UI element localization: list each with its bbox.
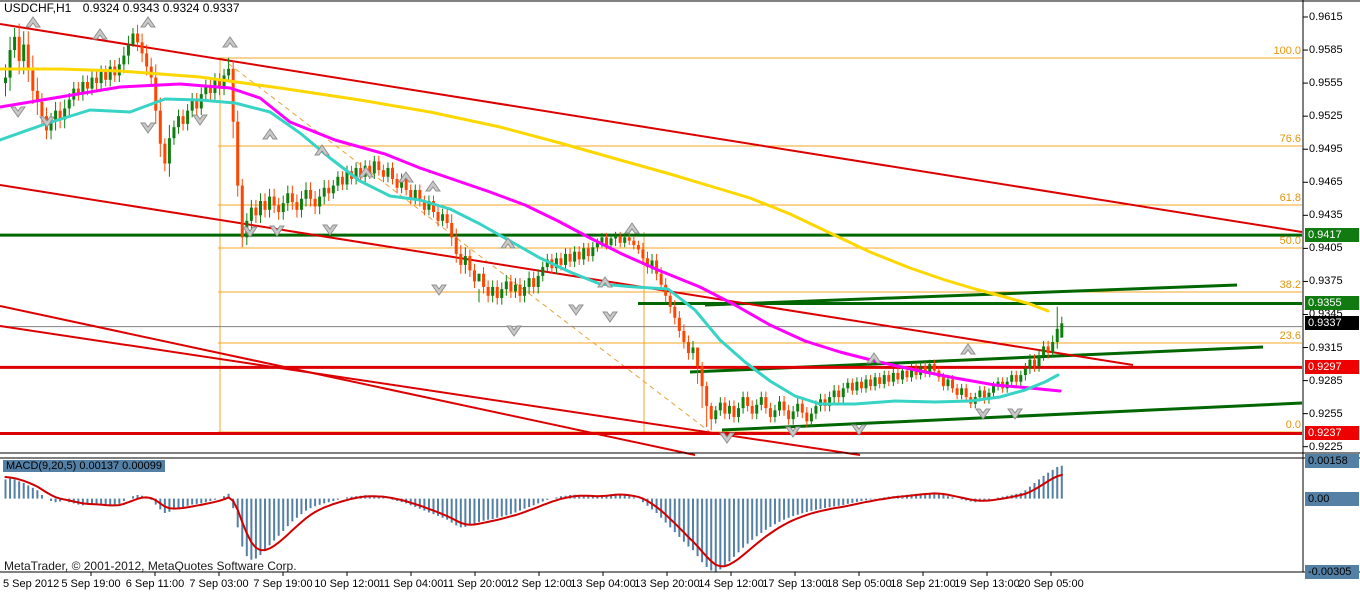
fib-label-61.8: 61.8 <box>1279 192 1301 204</box>
fractal-up-arrow <box>398 171 414 183</box>
price-axis-label: 0.9525 <box>1309 110 1343 123</box>
fractal-up-arrow <box>140 16 156 28</box>
time-axis-label: 18 Sep 05:00 <box>826 578 892 590</box>
price-axis-label: 0.9615 <box>1309 11 1343 23</box>
time-axis-label: 18 Sep 21:00 <box>890 578 956 590</box>
fractal-up-arrow <box>222 36 238 48</box>
fractal-down-arrow <box>1007 408 1023 420</box>
macd-badge-0.00158: 0.00158 <box>1305 453 1359 468</box>
time-axis-label: 14 Sep 12:00 <box>698 578 764 590</box>
fractal-up-arrow <box>500 237 516 249</box>
fractal-up-arrow <box>92 28 108 40</box>
price-axis-label: 0.9375 <box>1309 275 1343 288</box>
time-axis-label: 11 Sep 04:00 <box>378 578 444 590</box>
time-axis-label: 12 Sep 12:00 <box>506 578 572 590</box>
fib-label-50.0: 50.0 <box>1279 235 1301 247</box>
green-line-rising-lower <box>721 401 1303 432</box>
time-axis-label: 10 Sep 12:00 <box>314 578 380 590</box>
price-axis-label: 0.9435 <box>1309 209 1343 222</box>
fractal-down-arrow <box>568 304 584 316</box>
fib-label-0.0: 0.0 <box>1285 419 1301 431</box>
price-axis-label: 0.9555 <box>1309 77 1343 90</box>
red-trendline-upper-channel <box>0 23 1303 233</box>
fractal-down-arrow <box>719 432 735 444</box>
fib-label-38.2: 38.2 <box>1279 279 1301 291</box>
price-badge-0.9417: 0.9417 <box>1305 228 1359 243</box>
fractal-down-arrow <box>431 284 447 296</box>
red-trendline-mid-descending <box>0 184 1134 366</box>
fib-label-100.0: 100.0 <box>1273 45 1301 57</box>
fractal-down-arrow <box>192 114 208 126</box>
price-badge-0.9337: 0.9337 <box>1305 316 1359 331</box>
ohlc-values: 0.9324 0.9343 0.9324 0.9337 <box>82 1 240 15</box>
time-axis-label: 19 Sep 13:00 <box>954 578 1020 590</box>
indicator-label: MACD(9,20,5) 0.00137 0.00099 <box>3 460 165 472</box>
macd-badge--0.00305: -0.00305 <box>1305 564 1359 579</box>
fractal-down-arrow <box>322 224 338 236</box>
fractal-up-arrow <box>425 180 441 192</box>
price-axis-label: 0.9315 <box>1309 341 1343 354</box>
fractal-down-arrow <box>975 408 991 420</box>
time-axis-label: 5 Sep 2012 <box>3 578 60 590</box>
green-line-rising-short <box>704 283 1238 307</box>
price-badge-0.9355: 0.9355 <box>1305 296 1359 311</box>
fractal-up-arrow <box>597 276 613 288</box>
time-axis-label: 11 Sep 20:00 <box>442 578 508 590</box>
price-axis-label: 0.9585 <box>1309 44 1343 57</box>
copyright-text: MetaTrader, © 2001-2012, MetaQuotes Soft… <box>4 559 297 573</box>
time-axis-label: 5 Sep 19:00 <box>61 578 121 590</box>
fib-label-76.6: 76.6 <box>1279 133 1301 145</box>
time-axis-label: 17 Sep 13:00 <box>762 578 828 590</box>
time-axis-label: 13 Sep 04:00 <box>570 578 636 590</box>
fractal-up-arrow <box>25 16 41 28</box>
macd-badge-0.00: 0.00 <box>1305 491 1359 506</box>
fractal-down-arrow <box>140 122 156 134</box>
price-axis-label: 0.9225 <box>1309 440 1343 453</box>
price-badge-0.9237: 0.9237 <box>1305 426 1359 441</box>
fractal-up-arrow <box>960 343 976 355</box>
symbol-period-label: USDCHF,H1 <box>4 1 72 15</box>
fractal-up-arrow <box>866 352 882 364</box>
time-axis-label: 6 Sep 11:00 <box>125 578 185 590</box>
time-axis-label: 7 Sep 03:00 <box>189 578 249 590</box>
time-axis-label: 13 Sep 20:00 <box>634 578 700 590</box>
macd-signal-line <box>4 473 1063 568</box>
time-axis-label: 7 Sep 19:00 <box>253 578 313 590</box>
fast-ma-cyan <box>0 97 1060 406</box>
fractal-down-arrow <box>39 116 55 128</box>
price-axis-label: 0.9465 <box>1309 176 1343 189</box>
fractal-down-arrow <box>602 311 618 323</box>
mid-ma-magenta <box>0 82 1062 393</box>
price-badge-0.9297: 0.9297 <box>1305 360 1359 375</box>
fractal-down-arrow <box>10 106 26 118</box>
fractal-up-arrow <box>314 144 330 156</box>
fractal-down-arrow <box>785 426 801 438</box>
fractal-up-arrow <box>262 128 278 140</box>
fractal-down-arrow <box>506 325 522 337</box>
red-trendline-steep-descending <box>0 305 696 456</box>
fractal-up-arrow <box>624 222 640 234</box>
fractal-down-arrow <box>851 424 867 436</box>
slow-ma-yellow <box>0 67 1050 313</box>
fib-diagonal-dashed <box>220 57 711 433</box>
fib-label-23.6: 23.6 <box>1279 330 1301 342</box>
fractal-arrows-layer <box>10 16 1023 444</box>
chart-title: USDCHF,H1 0.9324 0.9343 0.9324 0.9337 <box>4 1 240 15</box>
price-axis-label: 0.9285 <box>1309 374 1343 387</box>
fractal-up-arrow <box>358 166 374 178</box>
price-axis-label: 0.9255 <box>1309 407 1343 420</box>
time-axis-label: 20 Sep 05:00 <box>1018 578 1084 590</box>
price-axis-label: 0.9405 <box>1309 242 1343 255</box>
price-axis-label: 0.9495 <box>1309 143 1343 156</box>
fractal-down-arrow <box>242 226 258 238</box>
fractal-down-arrow <box>269 225 285 237</box>
